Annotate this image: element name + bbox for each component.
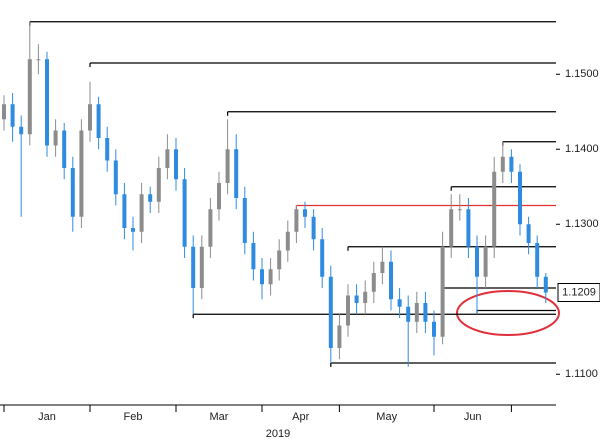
candle-body (139, 194, 144, 232)
candle-body (277, 250, 282, 270)
candle-body (303, 209, 307, 217)
candle-body (131, 228, 135, 232)
last-price-box (557, 283, 600, 302)
candle-body (406, 306, 411, 322)
candle-body (492, 171, 497, 247)
candle-body (294, 209, 299, 232)
candle-body (543, 276, 548, 293)
candle-body (509, 156, 514, 172)
candle-body (96, 104, 101, 138)
candle-body (191, 246, 196, 288)
candle-body (182, 179, 187, 247)
candle-body (45, 59, 49, 146)
candle-body (337, 325, 342, 348)
candle-body (449, 209, 454, 247)
candle-body (389, 261, 393, 300)
candle-body (156, 168, 161, 202)
x-tick-label: Apr (292, 411, 309, 423)
candle-body (483, 246, 488, 277)
candle-body (251, 243, 256, 270)
x-tick-label: Jan (38, 411, 56, 423)
candle-body (397, 299, 402, 307)
x-tick-label: Mar (210, 411, 229, 423)
y-tick-label: 1.1400 (565, 143, 599, 155)
candle-body (268, 269, 273, 285)
candle-body (363, 291, 368, 303)
candle-body (19, 126, 24, 135)
candle-body (500, 156, 505, 172)
candle-body (535, 243, 540, 277)
candle-body (260, 269, 264, 285)
candle-body (27, 59, 32, 135)
y-tick-label: 1.1500 (565, 68, 599, 80)
candle-body (354, 295, 359, 303)
candle-body (165, 149, 170, 168)
candle-body (242, 198, 247, 243)
candle-body (371, 273, 376, 292)
candle-body (440, 246, 445, 337)
last-price-label: 1.1209 (562, 286, 596, 298)
candle-body (432, 321, 436, 337)
candle-body (285, 231, 290, 251)
candle-body (457, 209, 462, 211)
candle-body (346, 295, 350, 326)
candle-body (466, 209, 471, 247)
candle-body (53, 130, 58, 146)
candle-body (62, 130, 67, 168)
candle-body (526, 224, 531, 243)
candle-body (70, 168, 75, 217)
candle-body (380, 261, 385, 273)
candle-body (36, 59, 41, 61)
year-label: 2019 (266, 428, 290, 439)
candle-body (217, 183, 221, 210)
candle-body (174, 149, 178, 180)
candle-body (122, 194, 127, 228)
candle-body (79, 130, 84, 217)
y-tick-label: 1.1100 (565, 368, 598, 380)
candle-body (10, 104, 15, 127)
candle-body (208, 209, 213, 247)
candle-body (311, 216, 316, 240)
x-tick-label: Jun (464, 411, 482, 423)
candle-body (234, 149, 239, 198)
x-tick-label: May (376, 411, 397, 423)
candle-body (328, 276, 333, 348)
x-tick-label: Feb (124, 411, 143, 423)
candle-body (423, 303, 428, 322)
candle-body (320, 239, 325, 277)
candle-body (225, 149, 230, 183)
candle-body (105, 138, 110, 161)
y-tick-label: 1.1300 (565, 218, 599, 230)
candle-body (414, 303, 419, 322)
candle-body (199, 246, 204, 288)
candle-body (113, 160, 118, 195)
candle-body (475, 246, 479, 277)
candle-body (148, 194, 153, 202)
candle-body (2, 104, 6, 120)
candle-body (88, 104, 92, 131)
highlight-ellipse (456, 290, 560, 336)
candle-body (518, 171, 522, 225)
